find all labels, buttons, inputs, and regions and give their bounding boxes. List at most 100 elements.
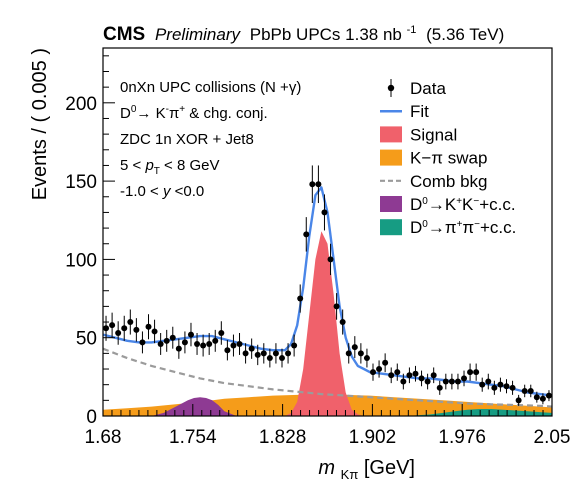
- y-tick-label: 100: [65, 250, 97, 271]
- data-point: [200, 342, 207, 349]
- legend-kk-label-part: 0: [422, 196, 428, 207]
- legend-swap-label: K−π swap: [410, 149, 487, 168]
- data-point: [139, 339, 146, 346]
- annotation-pt-part: p: [144, 157, 153, 174]
- annotation-decay-part: & chg. conj.: [185, 105, 268, 122]
- y-tick-label: 50: [76, 329, 97, 350]
- data-point: [533, 394, 540, 401]
- x-tick-label: 1.902: [349, 427, 397, 448]
- axis-ticks: 1.68 1.754 1.828 1.902 1.976 2.05 0 50 100 150 200: [65, 55, 570, 448]
- cms-label: CMS: [103, 24, 145, 45]
- data-point: [515, 397, 522, 404]
- legend-swap-label-part: K−π swap: [410, 149, 487, 168]
- data-point: [169, 334, 176, 341]
- y-tick-label: 0: [86, 407, 97, 428]
- legend-pipi-label-part: π: [462, 218, 474, 237]
- kk-area: [151, 397, 237, 416]
- data-point: [521, 387, 528, 394]
- data-point: [436, 384, 443, 391]
- data-point: [115, 330, 122, 337]
- legend-kk-label-part: +: [456, 196, 462, 207]
- data-point: [260, 350, 267, 357]
- legend-pipi-label-part: D: [410, 218, 422, 237]
- data-point: [163, 337, 170, 344]
- legend-fit-label-part: Fit: [410, 102, 429, 121]
- data-point: [503, 383, 510, 390]
- component-areas: [103, 231, 552, 416]
- legend-kk-label-part: →K: [428, 195, 457, 214]
- y-axis-title: Events / ( 0.005 ): [29, 48, 51, 200]
- legend-comb-label: Comb bkg: [410, 172, 487, 191]
- legend-pipi-label-part: →π: [428, 218, 457, 237]
- data-point: [485, 378, 492, 385]
- data-point: [461, 375, 468, 382]
- data-point: [181, 339, 188, 346]
- annotation-block: 0nXn UPC collisions (N +γ) D0→ K-π+ & chg…: [120, 79, 301, 200]
- data-point: [187, 331, 194, 338]
- data-point: [109, 322, 116, 329]
- data-point: [127, 319, 134, 326]
- annotation-decay: D0→ K-π+ & chg. conj.: [120, 104, 268, 122]
- legend-signal-label: Signal: [410, 125, 457, 144]
- data-point: [497, 381, 504, 388]
- data-point: [412, 370, 419, 377]
- dataset-label: PbPb UPCs 1.38 nb: [250, 25, 402, 44]
- data-point: [370, 369, 377, 376]
- data-point: [345, 350, 352, 357]
- data-point: [218, 330, 225, 337]
- legend-pipi-marker: [380, 219, 402, 236]
- data-point: [388, 372, 395, 379]
- annotation-trig-part: ZDC 1n XOR + Jet8: [120, 131, 254, 148]
- energy-label: (5.36 TeV): [426, 25, 504, 44]
- data-point: [491, 384, 498, 391]
- data-point: [406, 372, 413, 379]
- data-point: [430, 372, 437, 379]
- data-point: [539, 395, 546, 402]
- data-point: [272, 350, 279, 357]
- annotation-y: -1.0 < y <0.0: [120, 183, 204, 200]
- legend-kk-label-part: K: [462, 195, 474, 214]
- data-point: [224, 347, 231, 354]
- data-point: [175, 345, 182, 352]
- data-point: [194, 340, 201, 347]
- y-tick-label: 150: [65, 172, 97, 193]
- x-axis-var: m: [318, 457, 335, 479]
- data-point: [454, 378, 461, 385]
- data-point: [327, 256, 334, 263]
- legend-kk-marker: [380, 196, 402, 212]
- legend-kk-label-part: −: [473, 196, 479, 207]
- x-axis-sub: Kπ: [341, 467, 359, 482]
- data-point: [418, 375, 425, 382]
- data-point: [151, 328, 158, 335]
- data-point: [145, 323, 152, 330]
- x-tick-label: 1.68: [85, 427, 122, 448]
- x-tick-label: 1.828: [259, 427, 307, 448]
- legend-signal-label-part: Signal: [410, 125, 457, 144]
- data-point: [509, 384, 516, 391]
- data-point: [309, 181, 316, 188]
- annotation-pt: 5 < pT < 8 GeV: [120, 157, 220, 177]
- data-point: [236, 340, 243, 347]
- legend-fit-label: Fit: [410, 102, 429, 121]
- annotation-pt-part: T: [154, 166, 160, 177]
- annotation-coll: 0nXn UPC collisions (N +γ): [120, 79, 301, 96]
- data-point: [103, 325, 110, 332]
- annotation-decay-part: D: [120, 105, 131, 122]
- data-point: [527, 387, 534, 394]
- y-tick-label: 200: [65, 94, 97, 115]
- x-tick-label: 1.754: [169, 427, 217, 448]
- annotation-pt-part: 5 <: [120, 157, 145, 174]
- legend-pipi-label: D0→π+π−+c.c.: [410, 218, 516, 237]
- legend-data-label-part: Data: [410, 79, 446, 98]
- data-point: [351, 344, 358, 351]
- data-point: [230, 342, 237, 349]
- signal-area: [285, 231, 364, 416]
- data-point: [266, 355, 273, 362]
- legend-pipi-label-part: 0: [422, 219, 428, 230]
- data-point: [545, 392, 552, 399]
- legend-kk-label: D0→K+K−+c.c.: [410, 195, 516, 214]
- annotation-decay-part: → K: [136, 105, 165, 122]
- legend: Data Fit Signal K−π swap Comb bkg D0→K+K−+c.c…: [380, 79, 516, 237]
- legend-comb-label-part: Comb bkg: [410, 172, 487, 191]
